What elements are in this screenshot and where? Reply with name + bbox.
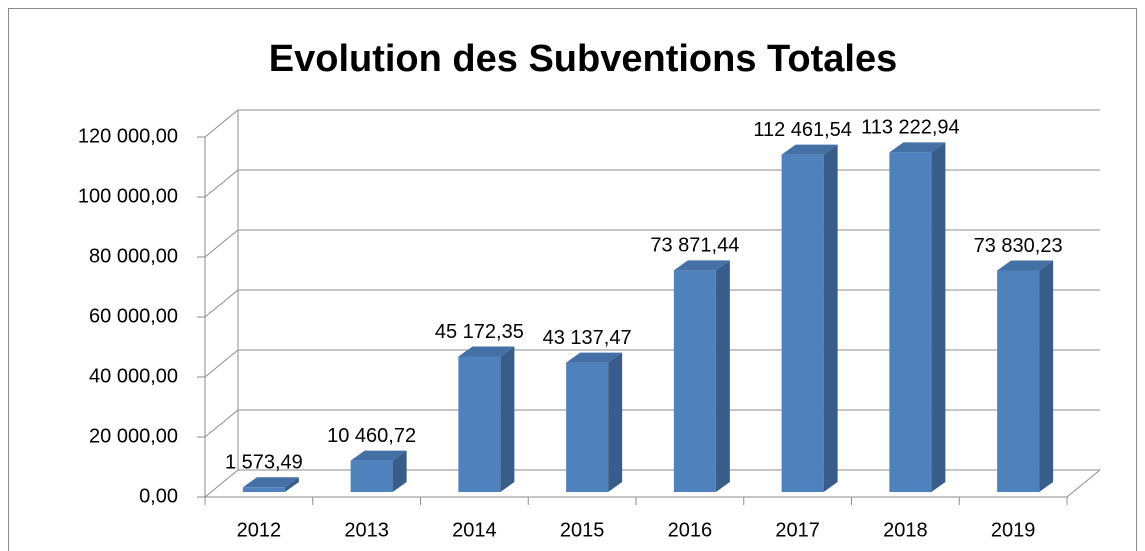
value-label: 43 137,47 (543, 327, 632, 349)
value-label: 113 222,94 (861, 117, 960, 139)
grid-line (204, 169, 239, 198)
x-tick-label: 2017 (775, 519, 820, 541)
value-label: 10 460,72 (327, 425, 416, 447)
value-label: 45 172,35 (435, 321, 524, 343)
value-label: 73 871,44 (650, 235, 739, 257)
y-tick-label: 80 000,00 (89, 245, 178, 267)
bar-top (242, 477, 299, 488)
bar-top (566, 352, 623, 363)
x-tick-label: 2015 (560, 519, 605, 541)
grid-line (204, 469, 239, 498)
grid-line (204, 109, 239, 138)
bar-top (997, 260, 1054, 271)
bar-top (781, 144, 838, 155)
chart-title: Evolution des Subventions Totales (269, 38, 897, 80)
value-label: 73 830,23 (974, 235, 1063, 257)
y-tick-label: 0,00 (139, 485, 178, 507)
x-tick-label: 2012 (237, 519, 282, 541)
bar (566, 362, 609, 492)
bar (242, 487, 285, 492)
x-tick-label: 2014 (452, 519, 497, 541)
y-tick-label: 100 000,00 (78, 185, 178, 207)
value-label: 1 573,49 (225, 452, 303, 474)
bar-side (823, 144, 838, 492)
bar-side (1039, 260, 1054, 492)
bar-top (889, 142, 946, 153)
bar (781, 154, 824, 492)
chart-border (8, 8, 1137, 551)
bar-top (673, 260, 730, 271)
bar (997, 270, 1040, 492)
x-tick-label: 2013 (344, 519, 389, 541)
bar-side (931, 142, 946, 492)
bar-side (715, 260, 730, 492)
value-label: 112 461,54 (753, 119, 852, 141)
grid-line (204, 409, 239, 438)
x-tick-label: 2019 (991, 519, 1036, 541)
bar (889, 152, 932, 492)
bar-side (392, 450, 407, 492)
bar-top (350, 450, 407, 461)
y-tick-label: 120 000,00 (78, 125, 178, 147)
bar (673, 270, 716, 492)
y-tick-label: 60 000,00 (89, 305, 178, 327)
bar (458, 356, 501, 492)
grid-line (204, 289, 239, 318)
grid-line (204, 349, 239, 378)
bar-side (608, 352, 623, 492)
y-tick-label: 20 000,00 (89, 425, 178, 447)
x-tick-label: 2018 (883, 519, 928, 541)
grid-line (204, 229, 239, 258)
bar-side (284, 477, 299, 492)
floor-edge (1066, 469, 1101, 498)
y-tick-label: 40 000,00 (89, 365, 178, 387)
bar-side (500, 346, 515, 492)
x-tick-label: 2016 (668, 519, 713, 541)
bar-top (458, 346, 515, 357)
bar (350, 460, 393, 492)
